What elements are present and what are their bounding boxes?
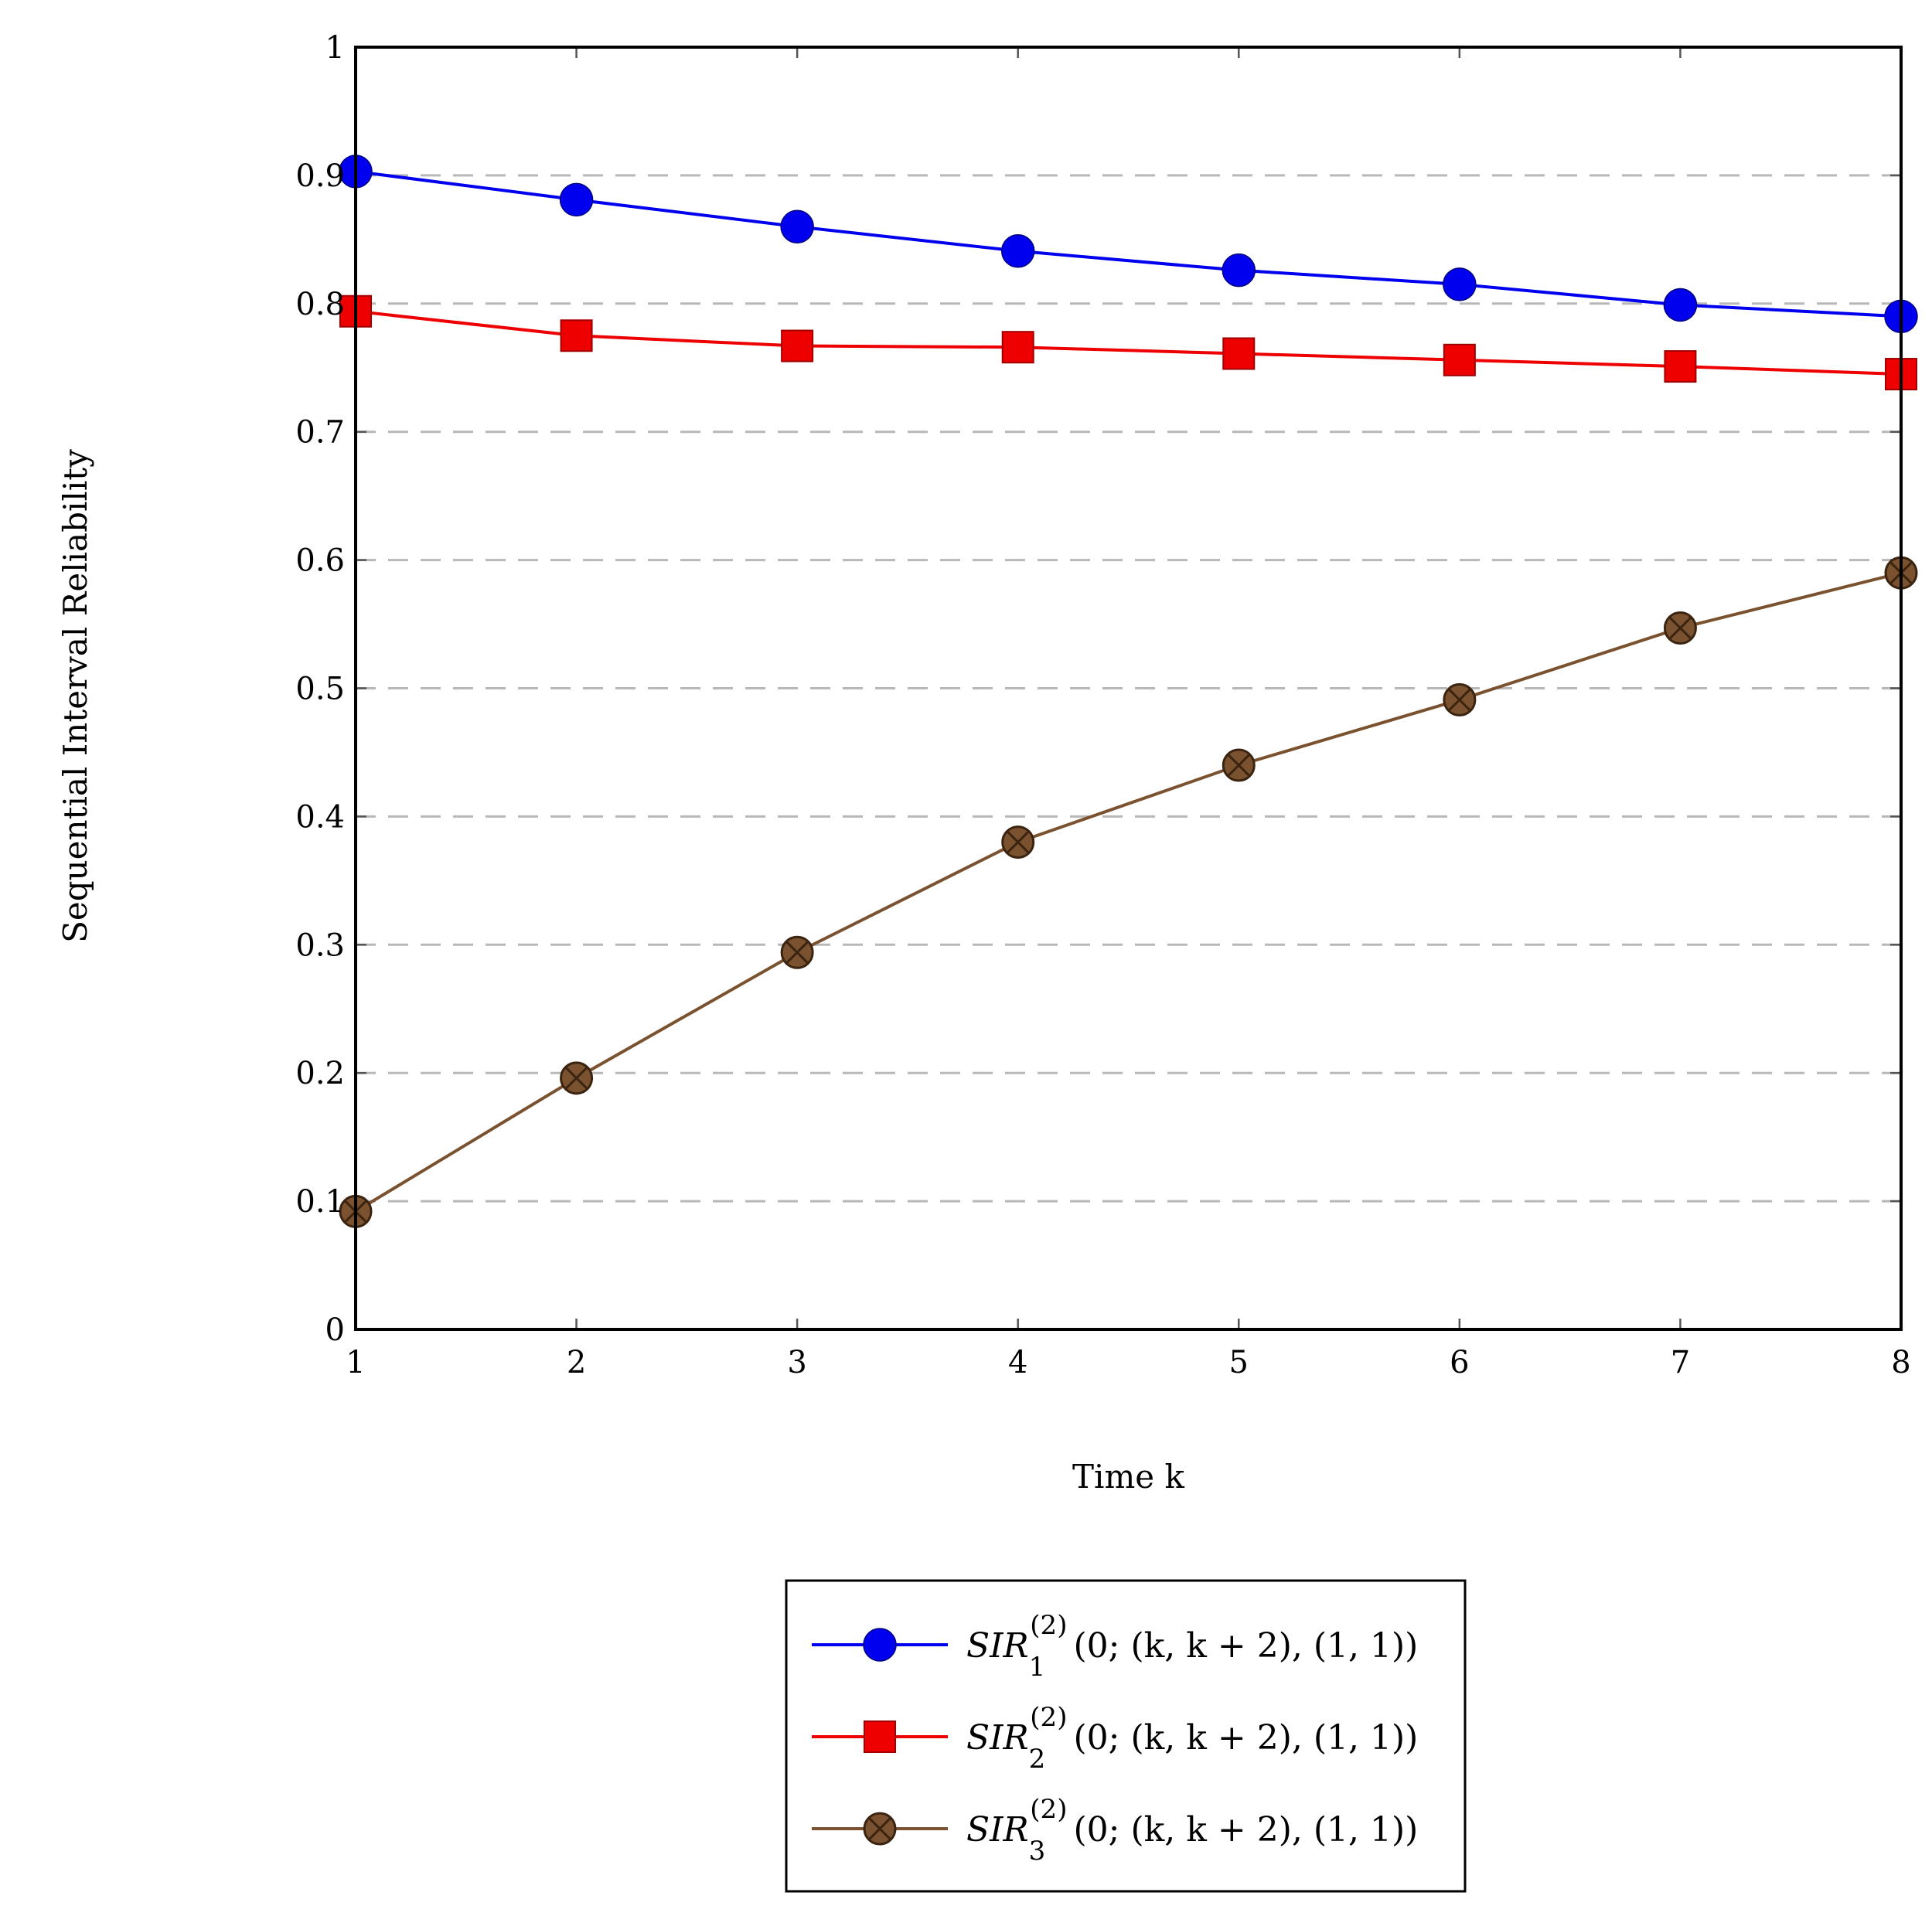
data-point: [780, 209, 814, 244]
otimes-cross: [867, 1816, 892, 1841]
x-tick-label: 1: [346, 1345, 365, 1380]
legend-label: SIR1(2)(0; (k, k + 2), (1, 1)): [966, 1610, 1418, 1683]
data-point: [1443, 343, 1476, 376]
data-point: [1663, 288, 1698, 322]
y-tick-label: 0.9: [295, 158, 345, 194]
y-tick-label: 0: [325, 1312, 345, 1348]
x-axis-label: Time k: [1072, 1458, 1184, 1496]
otimes-cross: [1006, 830, 1030, 854]
data-point: [559, 182, 594, 217]
x-tick-label: 5: [1229, 1345, 1249, 1380]
x-tick-label: 6: [1450, 1345, 1469, 1380]
data-point: [780, 935, 814, 969]
y-axis-label: Sequential Interval Reliability: [56, 449, 94, 943]
series-line: [355, 309, 1902, 376]
tick-labels: 0 0.1 0.2 0.3 0.4 0.5 0.6 0.7 0.8 0.9 1 1 2 3 4 5 6 7 8: [295, 30, 1910, 1380]
otimes-cross: [785, 941, 809, 965]
legend-label: SIR2(2)(0; (k, k + 2), (1, 1)): [966, 1702, 1418, 1775]
data-point: [1001, 825, 1035, 859]
otimes-cross: [1668, 616, 1692, 640]
plot-frame: [354, 46, 1903, 1331]
y-tick-label: 0.8: [295, 287, 345, 322]
series-line: [354, 571, 1902, 1213]
data-point: [1222, 253, 1256, 288]
data-point: [781, 329, 814, 362]
legend-entry-1: SIR1(2)(0; (k, k + 2), (1, 1)): [812, 1610, 1418, 1683]
otimes-cross: [1447, 688, 1472, 712]
data-point: [1664, 350, 1697, 383]
data-point: [1443, 267, 1477, 301]
x-tick-label: 4: [1008, 1345, 1027, 1380]
legend-label: SIR3(2)(0; (k, k + 2), (1, 1)): [966, 1794, 1418, 1867]
series-line: [355, 169, 1902, 318]
data-point: [1001, 331, 1034, 364]
series-1: [339, 155, 1918, 334]
y-tick-label: 0.6: [295, 543, 345, 579]
y-tick-label: 0.5: [295, 672, 345, 707]
legend-marker: [864, 1721, 896, 1753]
x-tick-label: 2: [567, 1345, 586, 1380]
legend: SIR1(2)(0; (k, k + 2), (1, 1)) SIR2(2)(0;…: [785, 1579, 1467, 1893]
data-point: [560, 1061, 594, 1095]
x-tick-label: 8: [1891, 1345, 1910, 1380]
data-point: [1443, 682, 1477, 716]
data-point: [1000, 234, 1035, 268]
x-tick-label: 3: [787, 1345, 806, 1380]
data-point: [1222, 748, 1256, 782]
y-tick-label: 0.3: [295, 927, 345, 963]
y-tick-label: 0.7: [295, 415, 345, 451]
otimes-cross: [564, 1066, 588, 1091]
data-point: [1222, 337, 1256, 370]
legend-marker: [863, 1812, 897, 1846]
y-tick-label: 0.2: [295, 1056, 345, 1091]
legend-entry-2: SIR2(2)(0; (k, k + 2), (1, 1)): [812, 1702, 1418, 1775]
otimes-cross: [1227, 753, 1251, 778]
y-tick-label: 0.1: [295, 1184, 345, 1220]
series-3: [339, 556, 1918, 1228]
y-tick-label: 1: [325, 30, 345, 66]
legend-entry-3: SIR3(2)(0; (k, k + 2), (1, 1)): [812, 1794, 1418, 1867]
series-2: [339, 294, 1917, 391]
data-point: [560, 319, 593, 352]
series-group: [339, 155, 1918, 1228]
x-tick-label: 7: [1671, 1345, 1690, 1380]
data-point: [1663, 611, 1697, 645]
y-tick-label: 0.4: [295, 799, 345, 835]
legend-marker: [863, 1628, 897, 1662]
